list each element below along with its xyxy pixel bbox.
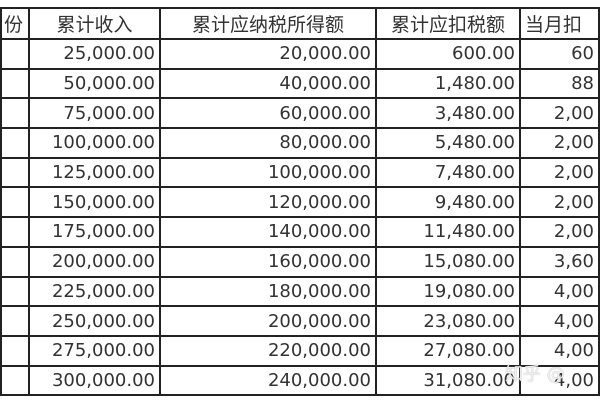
header-month: 份 [0,7,30,40]
cell-cumulative-tax: 23,080.00 [375,305,521,337]
cell-cumulative-tax: 600.00 [375,38,521,70]
header-monthly-tax: 当月扣 [519,7,600,40]
cell-cumulative-taxable-income: 120,000.00 [159,186,377,219]
cell-month [0,67,30,100]
cell-cumulative-income: 125,000.00 [28,156,161,189]
cell-monthly-tax: 2,00 [519,216,600,248]
cell-monthly-tax: 88 [519,67,600,100]
table-row: 200,000.00 160,000.00 15,080.00 3,60 [0,245,600,278]
cell-monthly-tax: 2,00 [519,97,600,130]
watermark: 知乎 @ [505,364,565,385]
cell-cumulative-taxable-income: 180,000.00 [159,275,377,308]
cell-cumulative-tax: 5,480.00 [375,127,521,159]
cell-cumulative-taxable-income: 40,000.00 [159,67,377,100]
cell-monthly-tax: 4,00 [519,305,600,337]
table-row: 225,000.00 180,000.00 19,080.00 4,00 [0,275,600,308]
cell-month [0,364,30,397]
cell-cumulative-tax: 9,480.00 [375,186,521,219]
cell-monthly-tax: 2,00 [519,156,600,189]
table-row: 50,000.00 40,000.00 1,480.00 88 [0,67,600,100]
cell-cumulative-taxable-income: 240,000.00 [159,364,377,397]
cell-cumulative-taxable-income: 80,000.00 [159,127,377,159]
cell-cumulative-income: 250,000.00 [28,305,161,337]
cell-monthly-tax: 4,00 [519,364,600,397]
tax-table: 份 累计收入 累计应纳税所得额 累计应扣税额 当月扣 25,000.00 20,0… [0,7,600,397]
cell-cumulative-tax: 1,480.00 [375,67,521,100]
cell-month [0,275,30,308]
table-row: 275,000.00 220,000.00 27,080.00 4,00 [0,334,600,367]
cell-month [0,186,30,219]
cell-cumulative-income: 300,000.00 [28,364,161,397]
header-cumulative-tax: 累计应扣税额 [375,7,521,40]
table-row: 25,000.00 20,000.00 600.00 60 [0,38,600,70]
cell-cumulative-tax: 19,080.00 [375,275,521,308]
cell-cumulative-taxable-income: 140,000.00 [159,216,377,248]
table-row: 300,000.00 240,000.00 31,080.00 4,00 [0,364,600,397]
cell-cumulative-taxable-income: 100,000.00 [159,156,377,189]
table-row: 75,000.00 60,000.00 3,480.00 2,00 [0,97,600,130]
cell-cumulative-income: 25,000.00 [28,38,161,70]
cell-month [0,216,30,248]
cell-month [0,38,30,70]
table-row: 250,000.00 200,000.00 23,080.00 4,00 [0,305,600,337]
cell-monthly-tax: 3,60 [519,245,600,278]
cell-month [0,334,30,367]
cell-cumulative-income: 225,000.00 [28,275,161,308]
cell-cumulative-taxable-income: 160,000.00 [159,245,377,278]
cell-cumulative-taxable-income: 60,000.00 [159,97,377,130]
cell-monthly-tax: 4,00 [519,334,600,367]
cell-cumulative-taxable-income: 200,000.00 [159,305,377,337]
cell-cumulative-tax: 7,480.00 [375,156,521,189]
table-row: 100,000.00 80,000.00 5,480.00 2,00 [0,127,600,159]
cell-cumulative-income: 200,000.00 [28,245,161,278]
cell-monthly-tax: 2,00 [519,127,600,159]
table-row: 125,000.00 100,000.00 7,480.00 2,00 [0,156,600,189]
cell-cumulative-income: 150,000.00 [28,186,161,219]
table-row: 175,000.00 140,000.00 11,480.00 2,00 [0,216,600,248]
table-row: 150,000.00 120,000.00 9,480.00 2,00 [0,186,600,219]
cell-monthly-tax: 4,00 [519,275,600,308]
cell-month [0,127,30,159]
cell-cumulative-income: 175,000.00 [28,216,161,248]
cell-cumulative-tax: 31,080.00 [375,364,521,397]
cell-month [0,245,30,278]
cell-cumulative-taxable-income: 20,000.00 [159,38,377,70]
cell-cumulative-income: 275,000.00 [28,334,161,367]
header-row: 份 累计收入 累计应纳税所得额 累计应扣税额 当月扣 [0,7,600,40]
cell-monthly-tax: 60 [519,38,600,70]
header-cumulative-income: 累计收入 [28,7,161,40]
header-cumulative-taxable-income: 累计应纳税所得额 [159,7,377,40]
cell-month [0,305,30,337]
cell-cumulative-income: 100,000.00 [28,127,161,159]
cell-month [0,97,30,130]
cell-cumulative-tax: 3,480.00 [375,97,521,130]
cell-cumulative-tax: 27,080.00 [375,334,521,367]
cell-cumulative-tax: 11,480.00 [375,216,521,248]
cell-cumulative-taxable-income: 220,000.00 [159,334,377,367]
cell-monthly-tax: 2,00 [519,186,600,219]
cell-cumulative-tax: 15,080.00 [375,245,521,278]
cell-cumulative-income: 50,000.00 [28,67,161,100]
cell-month [0,156,30,189]
cell-cumulative-income: 75,000.00 [28,97,161,130]
